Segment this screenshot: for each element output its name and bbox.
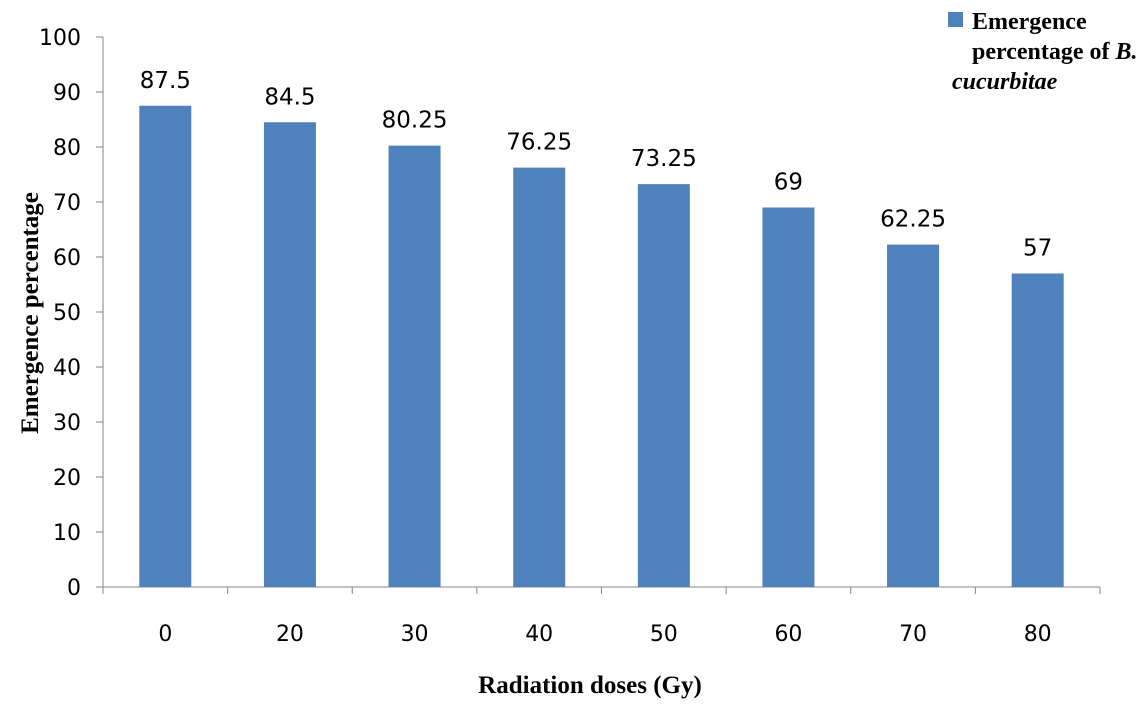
y-tick-label: 20 xyxy=(53,466,81,491)
bar xyxy=(762,207,815,587)
data-labels: 87.5 84.5 80.25 76.25 73.25 69 62.25 57 xyxy=(140,68,1053,262)
y-axis: 0 10 20 30 40 50 60 70 80 90 100 xyxy=(39,26,104,601)
bar xyxy=(1011,273,1064,587)
legend-label-line: Emergence xyxy=(972,9,1087,35)
bar xyxy=(637,184,690,587)
legend-label-line: cucurbitae xyxy=(952,69,1058,95)
y-tick-label: 60 xyxy=(53,246,81,271)
y-axis-title: Emergence percentage xyxy=(17,192,44,434)
bar xyxy=(263,122,316,587)
data-label: 73.25 xyxy=(631,146,697,172)
legend: Emergence percentage of B. cucurbitae xyxy=(948,9,1138,95)
x-tick-label: 80 xyxy=(1024,622,1052,647)
bar xyxy=(139,105,192,587)
data-label: 69 xyxy=(774,170,803,196)
x-axis-title: Radiation doses (Gy) xyxy=(478,672,702,699)
data-label: 80.25 xyxy=(382,108,448,134)
data-label: 57 xyxy=(1023,236,1052,262)
bar xyxy=(513,167,566,587)
y-tick-label: 80 xyxy=(53,136,81,161)
x-tick-label: 20 xyxy=(276,622,304,647)
data-label: 84.5 xyxy=(264,84,315,110)
x-tick-label: 40 xyxy=(525,622,553,647)
x-tick-label: 50 xyxy=(650,622,678,647)
y-tick-label: 0 xyxy=(67,576,81,601)
x-tick-label: 60 xyxy=(774,622,802,647)
legend-swatch xyxy=(948,12,963,27)
y-tick-label: 70 xyxy=(53,191,81,216)
y-tick-label: 90 xyxy=(53,81,81,106)
bar xyxy=(388,145,441,587)
x-tick-label: 30 xyxy=(401,622,429,647)
data-label: 87.5 xyxy=(140,68,191,94)
x-tick-label: 0 xyxy=(158,622,172,647)
y-tick-label: 50 xyxy=(53,301,81,326)
x-axis: 0 20 30 40 50 60 70 80 xyxy=(102,586,1101,647)
bar xyxy=(887,244,940,587)
data-label: 76.25 xyxy=(506,130,572,156)
y-tick-label: 30 xyxy=(53,411,81,436)
bars xyxy=(139,105,1064,587)
y-tick-label: 40 xyxy=(53,356,81,381)
x-tick-label: 70 xyxy=(899,622,927,647)
y-tick-label: 10 xyxy=(53,521,81,546)
legend-label-line: percentage of B. xyxy=(972,39,1138,65)
y-tick-label: 100 xyxy=(39,26,81,51)
data-label: 62.25 xyxy=(880,207,946,233)
